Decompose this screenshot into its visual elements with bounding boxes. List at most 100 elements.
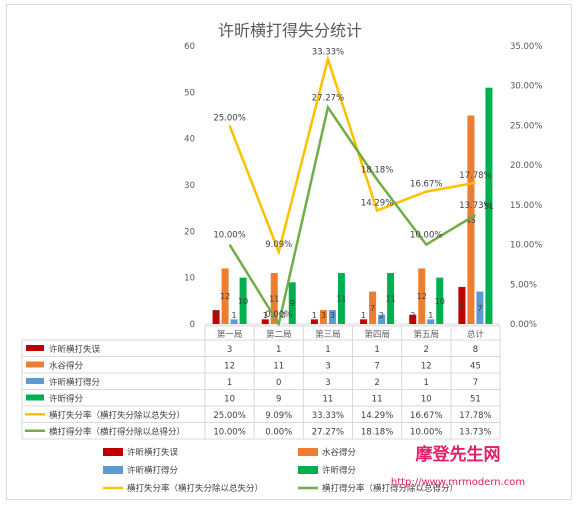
line-data-label: 18.18% [361,166,393,176]
table-cell: 0 [276,378,281,388]
legend-key [298,448,318,456]
legend-key [103,466,123,474]
table-cell: 11 [323,395,334,405]
bar-1 [310,319,318,324]
table-cell: 45 [470,362,481,372]
line-data-label: 33.33% [312,47,344,57]
line-data-label: 16.67% [410,180,442,190]
legend-label: 横打得分率（横打得分除以总得分） [322,483,458,494]
line-data-label: 14.29% [361,198,393,208]
bar-data-label: 1 [263,311,268,320]
y-right-tick-label: 35.00% [510,42,542,52]
category-label: 第五局 [413,329,439,340]
table-cell: 0.00% [265,428,292,438]
bar-3 [378,314,386,324]
line-data-label: 25.00% [213,113,245,123]
category-label: 总计 [467,329,485,340]
legend-label: 许昕得分 [322,465,357,476]
bar-1 [409,314,417,324]
line-data-label: 27.27% [312,93,344,103]
table-cell: 27.27% [312,428,344,438]
y-right-tick-label: 20.00% [510,161,542,171]
y-right-tick-label: 0.00% [510,320,537,330]
table-legend-key [26,394,44,401]
category-label: 第三局 [315,329,341,340]
table-cell: 8 [473,345,478,355]
table-cell: 1 [424,378,429,388]
bar-data-label: 2 [379,311,384,320]
category-label: 第二局 [266,329,292,340]
table-cell: 16.67% [410,411,442,421]
line-data-label: 10.00% [410,231,442,241]
table-cell: 11 [372,395,383,405]
y-left-tick-label: 30 [184,181,195,191]
table-cell: 25.00% [213,411,245,421]
table-row-name: 横打失分率（横打失分除以总失分） [49,410,185,421]
y-right-tick-label: 15.00% [510,201,542,211]
bar-2 [467,115,475,324]
line-data-label: 0.00% [265,310,292,320]
bar-data-label: 3 [214,311,219,320]
y-left-tick-label: 10 [184,274,195,284]
line-data-label: 10.00% [213,231,245,241]
legend-label: 许昕横打得分 [127,465,179,476]
bar-4 [337,273,345,324]
watermark-brand: 摩登先生网 [416,444,501,465]
y-left-tick-label: 60 [184,42,195,52]
bar-1 [261,319,269,324]
bar-data-label: 2 [410,311,415,320]
watermark-url: http://www.mrmodern.com [391,477,525,488]
bar-data-label: 1 [312,311,317,320]
table-cell: 7 [473,378,478,388]
table-legend-key [26,345,44,351]
bar-4 [436,277,444,324]
bar-2 [270,273,278,324]
bar-data-label: 11 [336,295,346,304]
table-cell: 10.00% [213,428,245,438]
table-cell: 18.18% [361,428,393,438]
line-data-label: 13.73% [459,201,491,211]
table-cell: 10 [421,395,432,405]
table-cell: 7 [374,362,379,372]
bar-data-label: 1 [232,311,237,320]
bar-data-label: 11 [269,295,279,304]
bar-2 [319,310,327,324]
table-cell: 9.09% [265,411,292,421]
bar-data-label: 1 [361,311,366,320]
line-series-2 [228,104,477,328]
table-cell: 1 [227,378,232,388]
table-cell: 1 [276,345,281,355]
bar-data-label: 12 [220,292,230,301]
bar-3 [230,319,238,324]
category-label: 第四局 [364,329,390,340]
bar-data-label: 7 [477,304,482,313]
y-left-tick-label: 50 [184,88,195,98]
bar-3 [328,310,336,324]
table-row-name: 横打得分率（横打得分除以总得分） [49,427,185,438]
table-cell: 2 [374,378,379,388]
bar-data-label: 9 [290,299,295,308]
bar-4 [485,87,493,324]
bar-3 [476,291,484,324]
y-left-tick-label: 20 [184,227,195,237]
table-cell: 10 [224,395,235,405]
bar-4 [387,273,395,324]
legend-label: 水谷得分 [322,447,357,458]
bar-data-label: 45 [466,216,476,225]
table-cell: 2 [424,345,429,355]
table-cell: 33.33% [312,411,344,421]
category-label: 第一局 [217,329,243,340]
bar-data-label: 12 [417,292,427,301]
bar-4 [288,282,296,324]
table-cell: 13.73% [459,428,491,438]
bar-data-label: 7 [370,304,375,313]
bar-4 [239,277,247,324]
bar-data-label: 11 [385,295,395,304]
table-legend-key [26,378,44,384]
table-cell: 12 [421,362,432,372]
bar-1 [458,286,466,324]
bar-3 [427,319,435,324]
bar-1 [212,310,220,324]
table-cell: 12 [224,362,235,372]
y-right-tick-label: 5.00% [510,280,537,290]
